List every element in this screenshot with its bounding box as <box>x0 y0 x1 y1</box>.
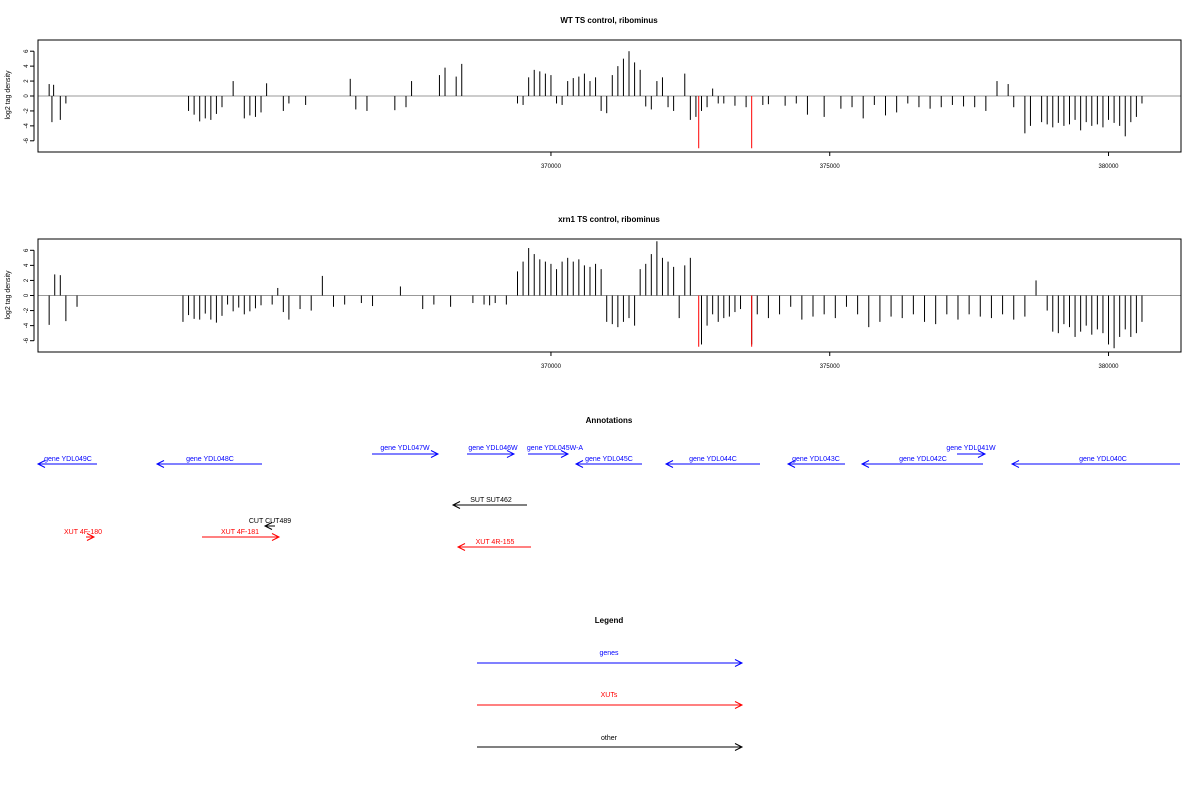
annotation-arrowhead-cut489 <box>263 522 273 530</box>
annotation-arrowhead-ydl049c <box>36 460 46 468</box>
annotation-arrowhead-ydl043c <box>786 460 796 468</box>
annotation-arrowhead-sut462 <box>451 501 461 509</box>
annotation-label-ydl048c: gene YDL048C <box>186 456 234 463</box>
legend-panel: Legend genes XUTs other <box>477 616 744 751</box>
legend-arrowhead-other <box>734 743 744 751</box>
legend-arrowhead-genes <box>734 659 744 667</box>
annotation-arrowhead-ydl048c <box>155 460 165 468</box>
annotation-label-ydl041w: gene YDL041W <box>946 445 996 452</box>
annotation-ydl049c: gene YDL049C <box>36 456 97 468</box>
annotation-ydl045c: gene YDL045C <box>574 456 642 468</box>
annotation-arrowhead-ydl047w <box>430 450 440 458</box>
annotation-ydl042c: gene YDL042C <box>860 456 983 468</box>
annotation-arrowhead-ydl046w <box>506 450 516 458</box>
xrn1-x-tick-label: 380000 <box>1099 364 1120 370</box>
annotation-label-ydl042c: gene YDL042C <box>899 456 947 463</box>
legend-label-xuts: XUTs <box>601 692 618 699</box>
xrn1-x-tick-label: 375000 <box>820 364 841 370</box>
annotation-arrowhead-ydl041w <box>977 450 987 458</box>
wt-y-tick-label: 2 <box>24 79 30 83</box>
wt-y-tick-label: -2 <box>24 108 30 114</box>
legend-title: Legend <box>595 616 624 625</box>
annotation-label-xut4f181: XUT 4F-181 <box>221 529 259 536</box>
wt-y-tick-label: -4 <box>24 123 30 129</box>
wt-x-tick-label: 370000 <box>541 164 562 170</box>
xrn1-axis-ticks: -6 -4 -2 0 2 4 6 370000 375000 380000 <box>24 248 1181 370</box>
wt-x-tick-label: 375000 <box>820 164 841 170</box>
wt-y-tick-label: 0 <box>24 94 30 98</box>
annotation-ydl045w-a: gene YDL045W-A <box>527 445 583 458</box>
legend-arrowhead-xuts <box>734 701 744 709</box>
xrn1-y-tick-label: -4 <box>24 322 30 328</box>
legend-item-xuts: XUTs <box>477 692 744 709</box>
annotation-label-xut4r155: XUT 4R-155 <box>476 539 515 546</box>
annotation-ydl047w: gene YDL047W <box>372 445 440 458</box>
annotation-arrowhead-ydl044c <box>664 460 674 468</box>
annotation-label-ydl049c: gene YDL049C <box>44 456 92 463</box>
annotation-arrowhead-ydl045w-a <box>560 450 570 458</box>
wt-bars <box>48 51 1143 149</box>
annotation-items: gene YDL049C gene YDL048C gene YDL047W gene… <box>36 445 1180 551</box>
annotation-ydl046w: gene YDL046W <box>467 445 518 458</box>
annotation-sut462: SUT SUT462 <box>451 497 527 509</box>
annotation-xut4r155: XUT 4R-155 <box>456 539 531 551</box>
annotation-label-xut4f180: XUT 4F-180 <box>64 529 102 536</box>
wt-density-panel: WT TS control, ribominus log2 tag densit… <box>5 16 1182 170</box>
wt-y-tick-label: 4 <box>24 64 30 68</box>
annotation-arrowhead-xut4f181 <box>271 533 281 541</box>
annotation-arrowhead-ydl042c <box>860 460 870 468</box>
xrn1-density-panel: xrn1 TS control, ribominus log2 tag dens… <box>5 215 1182 370</box>
legend-item-genes: genes <box>477 650 744 667</box>
annotation-ydl041w: gene YDL041W <box>946 445 996 458</box>
annotations-title: Annotations <box>586 416 633 425</box>
wt-x-tick-label: 380000 <box>1099 164 1120 170</box>
xrn1-chart-title: xrn1 TS control, ribominus <box>558 215 660 224</box>
annotation-xut4f180: XUT 4F-180 <box>64 529 102 541</box>
annotation-label-ydl043c: gene YDL043C <box>792 456 840 463</box>
xrn1-plot-frame <box>37 238 1182 353</box>
annotation-arrowhead-ydl040c <box>1010 460 1020 468</box>
wt-y-tick-label: -6 <box>24 137 30 143</box>
annotation-arrowhead-xut4r155 <box>456 543 466 551</box>
xrn1-y-tick-label: 6 <box>24 248 30 252</box>
xrn1-y-tick-label: -2 <box>24 307 30 313</box>
legend-item-other: other <box>477 735 744 751</box>
annotation-label-ydl045w-a: gene YDL045W-A <box>527 445 583 452</box>
annotation-label-ydl040c: gene YDL040C <box>1079 456 1127 463</box>
annotation-ydl043c: gene YDL043C <box>786 456 845 468</box>
annotation-label-ydl045c: gene YDL045C <box>585 456 633 463</box>
annotations-panel: Annotations gene YDL049C gene YDL048Cgene… <box>36 416 1180 551</box>
annotation-ydl040c: gene YDL040C <box>1010 456 1180 468</box>
wt-plot-frame <box>37 39 1182 153</box>
annotation-cut489: CUT CUT489 <box>249 518 291 530</box>
xrn1-y-tick-label: 2 <box>24 278 30 282</box>
xrn1-y-tick-label: 0 <box>24 293 30 297</box>
wt-y-tick-label: 6 <box>24 49 30 53</box>
xrn1-y-tick-label: 4 <box>24 263 30 267</box>
annotation-label-cut489: CUT CUT489 <box>249 518 291 525</box>
annotation-label-ydl044c: gene YDL044C <box>689 456 737 463</box>
legend-label-genes: genes <box>599 650 619 657</box>
annotation-ydl048c: gene YDL048C <box>155 456 262 468</box>
annotation-arrowhead-xut4f180 <box>86 533 96 541</box>
legend-label-other: other <box>601 735 618 742</box>
annotation-label-ydl046w: gene YDL046W <box>468 445 518 452</box>
xrn1-y-axis-label: log2 tag density <box>5 270 12 320</box>
annotation-arrowhead-ydl045c <box>574 460 584 468</box>
annotation-xut4f181: XUT 4F-181 <box>202 529 281 541</box>
wt-y-axis-label: log2 tag density <box>5 70 12 120</box>
xrn1-bars <box>48 241 1143 349</box>
wt-chart-title: WT TS control, ribominus <box>560 16 658 25</box>
xrn1-y-tick-label: -6 <box>24 337 30 343</box>
xrn1-x-tick-label: 370000 <box>541 364 562 370</box>
wt-axis-ticks: -6 -4 -2 0 2 4 6 370000 375000 380000 <box>24 49 1181 170</box>
annotation-label-ydl047w: gene YDL047W <box>380 445 430 452</box>
annotation-label-sut462: SUT SUT462 <box>470 497 512 504</box>
annotation-ydl044c: gene YDL044C <box>664 456 760 468</box>
